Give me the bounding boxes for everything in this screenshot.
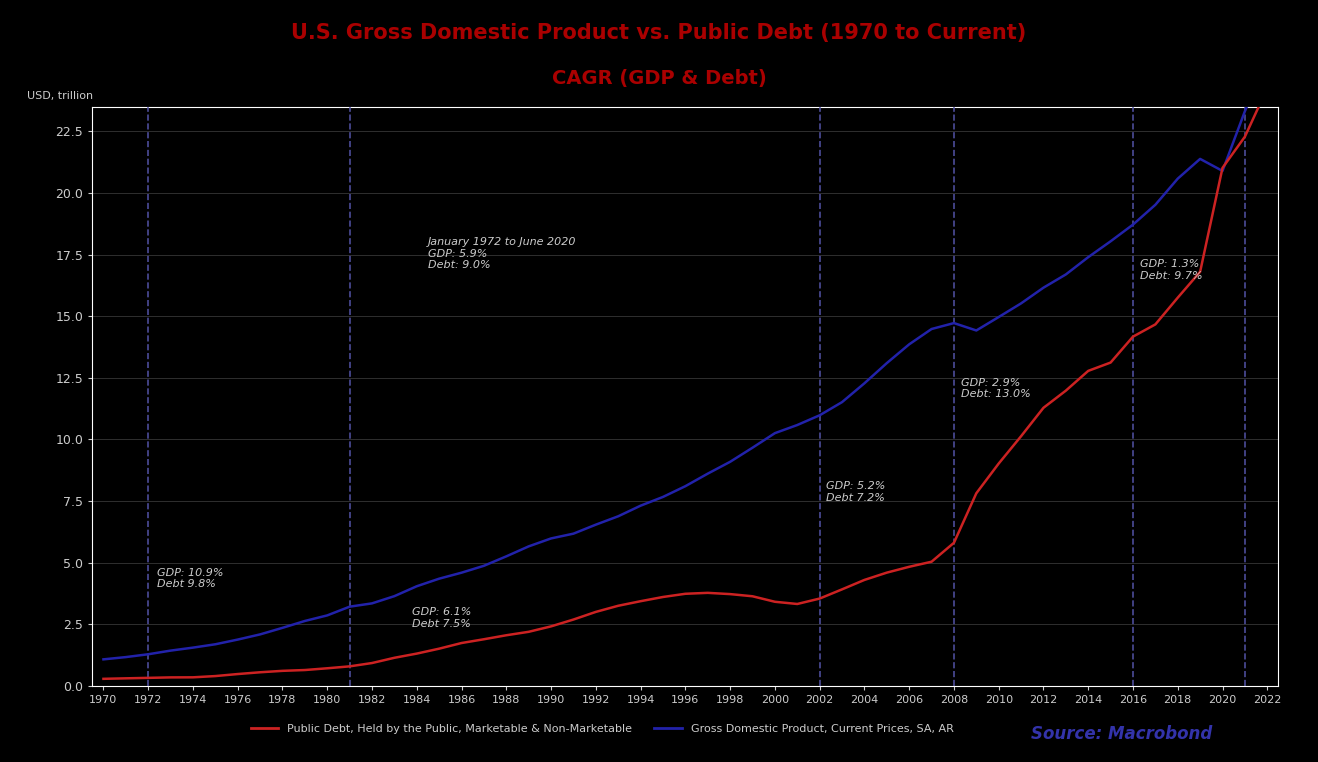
- Text: GDP: 2.9%
Debt: 13.0%: GDP: 2.9% Debt: 13.0%: [961, 378, 1031, 399]
- Text: GDP: 5.2%
Debt 7.2%: GDP: 5.2% Debt 7.2%: [826, 482, 886, 503]
- Text: January 1972 to June 2020
GDP: 5.9%
Debt: 9.0%: January 1972 to June 2020 GDP: 5.9% Debt…: [428, 237, 576, 271]
- Text: GDP: 10.9%
Debt 9.8%: GDP: 10.9% Debt 9.8%: [157, 568, 224, 589]
- Text: Source: Macrobond: Source: Macrobond: [1031, 725, 1213, 743]
- Text: GDP: 6.1%
Debt 7.5%: GDP: 6.1% Debt 7.5%: [413, 607, 472, 629]
- Text: CAGR (GDP & Debt): CAGR (GDP & Debt): [552, 69, 766, 88]
- Text: GDP: 1.3%
Debt: 9.7%: GDP: 1.3% Debt: 9.7%: [1140, 260, 1202, 281]
- Text: USD, trillion: USD, trillion: [28, 91, 94, 101]
- Legend: Public Debt, Held by the Public, Marketable & Non-Marketable, Gross Domestic Pro: Public Debt, Held by the Public, Marketa…: [246, 719, 958, 738]
- Text: U.S. Gross Domestic Product vs. Public Debt (1970 to Current): U.S. Gross Domestic Product vs. Public D…: [291, 23, 1027, 43]
